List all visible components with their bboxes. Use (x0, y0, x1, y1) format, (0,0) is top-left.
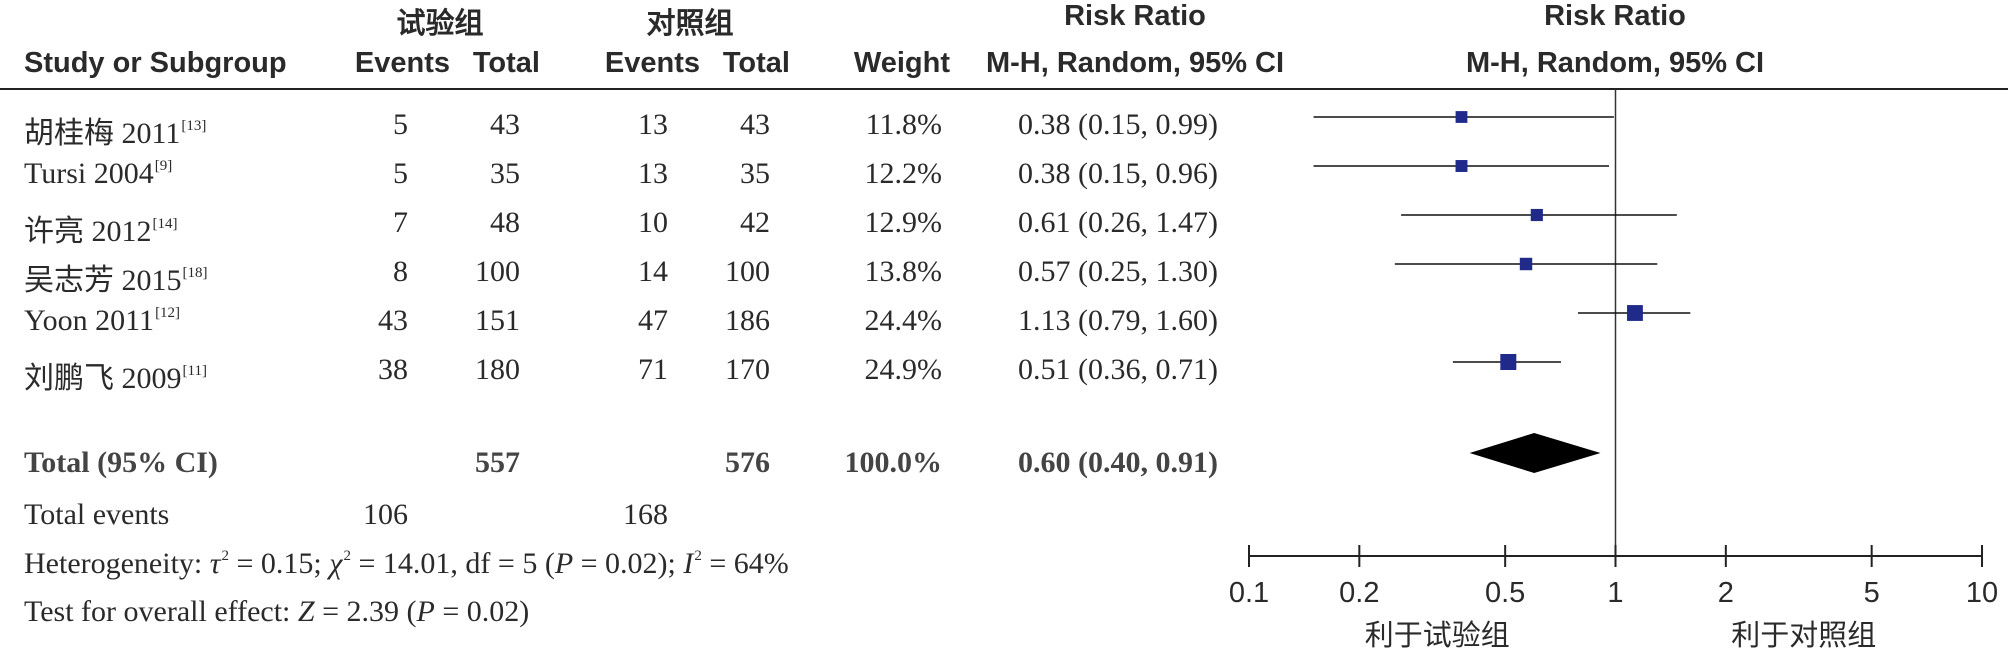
risk-ratio-ci-cell: 0.38 (0.15, 0.99) (1018, 108, 1218, 141)
total-exp-value: 557 (475, 446, 520, 479)
study-name: 胡桂梅 2011[13] (24, 108, 206, 152)
study-label: 吴志芳 2015 (24, 264, 182, 297)
study-name: 吴志芳 2015[18] (24, 255, 208, 299)
study-reference: [12] (155, 305, 181, 321)
plot-method-header: M-H, Random, 95% CI (1465, 47, 1765, 79)
total-ctl-value: 576 (725, 446, 770, 479)
effect-marker (1627, 305, 1643, 321)
study-reference: [13] (181, 118, 207, 134)
risk-ratio-ci-cell: 0.61 (0.26, 1.47) (1018, 206, 1218, 239)
total-ci-value: 0.60 (0.40, 0.91) (1018, 446, 1218, 479)
total-exp-header: Total (472, 47, 540, 79)
effect-marker (1455, 160, 1468, 172)
events-ctl-cell: 13 (638, 108, 668, 141)
effect-marker (1530, 208, 1543, 222)
study-label: 胡桂梅 2011 (24, 117, 181, 150)
overall-effect-line: Test for overall effect: Z = 2.39 (P = 0… (24, 595, 530, 628)
effect-marker (1500, 354, 1517, 370)
effect-marker (1455, 111, 1468, 123)
x-axis-tick-label: 5 (1864, 577, 1880, 609)
events-exp-header: Events (354, 47, 450, 79)
events-ctl-cell: 71 (638, 353, 668, 386)
events-ctl-cell: 13 (638, 157, 668, 190)
plot-risk-ratio-header: Risk Ratio (1544, 0, 1686, 32)
weight-cell: 13.8% (864, 255, 943, 288)
total-exp-cell: 35 (490, 157, 520, 190)
events-ctl-cell: 10 (638, 206, 668, 239)
effect-marker (1519, 257, 1533, 271)
weight-header: Weight (853, 47, 950, 79)
favours-experimental-label: 利于试验组 (1365, 619, 1510, 650)
x-axis-tick-label: 2 (1718, 577, 1734, 609)
events-exp-cell: 5 (393, 157, 408, 190)
total-exp-cell: 43 (490, 108, 520, 141)
study-reference: [11] (182, 363, 207, 379)
events-ctl-header: Events (604, 47, 700, 79)
study-name: 许亮 2012[14] (24, 206, 178, 250)
weight-cell: 12.2% (864, 157, 943, 190)
heterogeneity-line: Heterogeneity: τ2 = 0.15; χ2 = 14.01, df… (24, 547, 789, 580)
study-label: Yoon 2011 (24, 304, 155, 337)
total-ctl-cell: 42 (740, 206, 770, 239)
total-events-exp: 106 (363, 498, 408, 531)
study-reference: [9] (154, 158, 173, 174)
x-axis-tick-label: 0.1 (1229, 577, 1269, 609)
weight-cell: 12.9% (864, 206, 943, 239)
x-axis-tick-label: 0.5 (1485, 577, 1525, 609)
control-group-header: 对照组 (646, 8, 734, 40)
events-ctl-cell: 14 (638, 255, 668, 288)
total-events-ctl: 168 (623, 498, 668, 531)
study-label: Tursi 2004 (24, 157, 154, 190)
x-axis-tick-label: 10 (1966, 577, 1998, 609)
study-reference: [14] (152, 216, 178, 232)
favours-control-label: 利于对照组 (1731, 619, 1876, 650)
weight-cell: 11.8% (865, 108, 942, 141)
risk-ratio-ci-cell: 0.57 (0.25, 1.30) (1018, 255, 1218, 288)
study-label: 刘鹏飞 2009 (24, 362, 182, 395)
method-header: M-H, Random, 95% CI (985, 47, 1285, 79)
risk-ratio-ci-cell: 0.51 (0.36, 0.71) (1018, 353, 1218, 386)
risk-ratio-ci-cell: 1.13 (0.79, 1.60) (1018, 304, 1218, 337)
x-axis-tick-label: 1 (1607, 577, 1623, 609)
study-name: Tursi 2004[9] (24, 157, 172, 191)
total-label: Total (95% CI) (24, 446, 218, 479)
total-exp-cell: 180 (475, 353, 520, 386)
events-ctl-cell: 47 (638, 304, 668, 337)
weight-cell: 24.9% (864, 353, 943, 386)
total-ctl-cell: 100 (725, 255, 770, 288)
total-weight-value: 100.0% (844, 446, 943, 479)
weight-cell: 24.4% (864, 304, 943, 337)
total-exp-cell: 100 (475, 255, 520, 288)
events-exp-cell: 5 (393, 108, 408, 141)
total-exp-cell: 48 (490, 206, 520, 239)
risk-ratio-header: Risk Ratio (1064, 0, 1206, 32)
study-name: 刘鹏飞 2009[11] (24, 353, 207, 397)
header-divider (0, 88, 2008, 90)
total-ctl-header: Total (722, 47, 790, 79)
study-label: 许亮 2012 (24, 215, 152, 248)
total-ctl-cell: 35 (740, 157, 770, 190)
total-events-label: Total events (24, 498, 170, 531)
events-exp-cell: 7 (393, 206, 408, 239)
x-axis-tick-label: 0.2 (1339, 577, 1379, 609)
total-exp-cell: 151 (475, 304, 520, 337)
total-ctl-cell: 170 (725, 353, 770, 386)
total-ctl-cell: 186 (725, 304, 770, 337)
risk-ratio-ci-cell: 0.38 (0.15, 0.96) (1018, 157, 1218, 190)
study-name: Yoon 2011[12] (24, 304, 180, 338)
study-reference: [18] (182, 265, 208, 281)
events-exp-cell: 38 (378, 353, 408, 386)
total-ctl-cell: 43 (740, 108, 770, 141)
experimental-group-header: 试验组 (396, 8, 484, 40)
study-column-header: Study or Subgroup (24, 47, 287, 79)
events-exp-cell: 8 (393, 255, 408, 288)
pooled-effect-diamond (1469, 433, 1601, 473)
events-exp-cell: 43 (378, 304, 408, 337)
